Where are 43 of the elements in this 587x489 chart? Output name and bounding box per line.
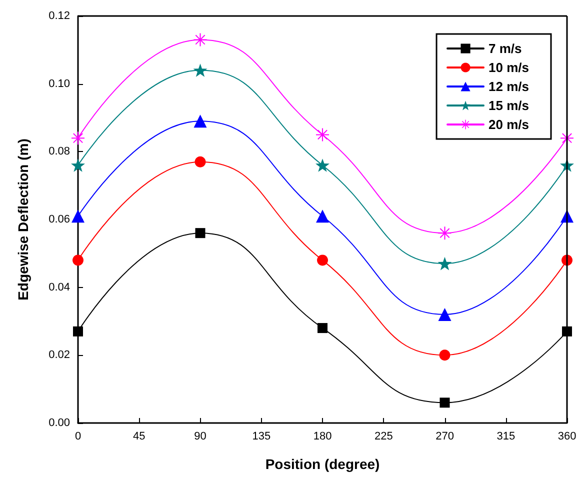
legend-label: 20 m/s (488, 117, 530, 132)
y-tick-label: 0.08 (48, 146, 70, 158)
point (316, 158, 330, 172)
x-tick-label: 135 (252, 430, 271, 442)
y-tick-label: 0.04 (48, 281, 70, 294)
point (438, 256, 452, 270)
point (72, 254, 84, 266)
point (73, 326, 83, 336)
x-tick-label: 0 (74, 430, 82, 442)
point (439, 350, 450, 361)
x-tick-label: 315 (496, 430, 516, 442)
y-axis-title: Edgewise Deflection (m) (15, 138, 31, 300)
x-axis-title: Position (degree) (265, 456, 380, 472)
x-tick-label: 45 (133, 430, 146, 442)
point (317, 254, 328, 266)
y-tick-label: 0.06 (48, 214, 70, 226)
legend-label: 12 m/s (488, 79, 530, 94)
y-tick-label: 0.10 (48, 78, 70, 90)
point (316, 210, 329, 223)
point (438, 226, 452, 240)
y-tick-label: 0.00 (48, 417, 70, 429)
point (440, 398, 450, 408)
point (72, 132, 84, 145)
y-tick-label: 0.02 (48, 349, 70, 362)
point (194, 33, 207, 46)
point (72, 210, 84, 223)
x-tick-label: 270 (436, 430, 454, 442)
x-tick-label: 360 (558, 430, 576, 442)
point (318, 323, 328, 334)
point (71, 158, 85, 172)
point (194, 114, 207, 128)
point (438, 308, 452, 321)
x-tick-label: 90 (194, 430, 206, 442)
point (194, 156, 206, 168)
legend-label: 10 m/s (488, 60, 530, 75)
legend-label: 7 m/s (488, 41, 522, 56)
x-tick-label: 180 (313, 430, 332, 442)
point (316, 128, 329, 142)
point (195, 228, 206, 238)
point (193, 64, 208, 77)
x-tick-label: 225 (374, 430, 393, 442)
y-tick-label: 0.12 (48, 10, 70, 22)
legend-label: 15 m/s (488, 98, 530, 113)
